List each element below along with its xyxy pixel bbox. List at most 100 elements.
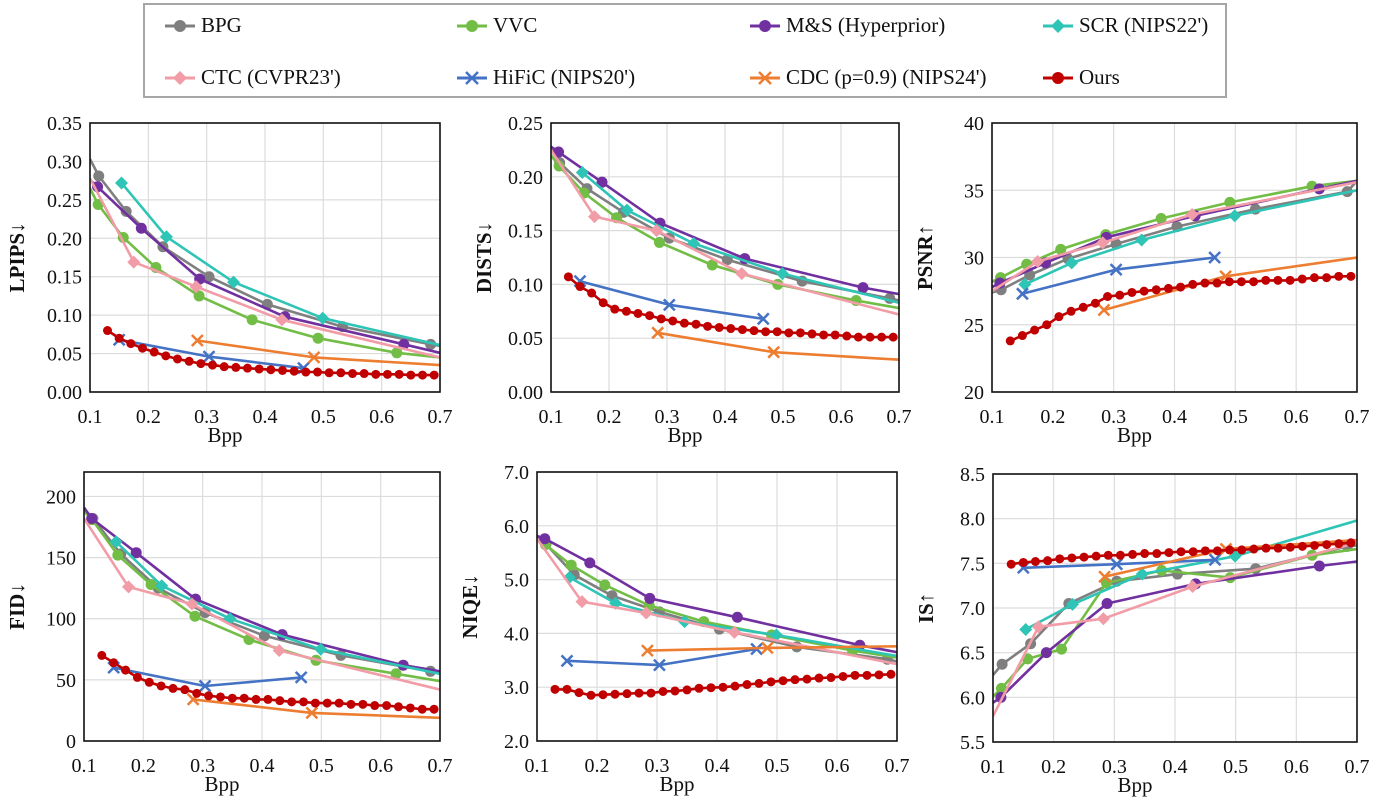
data-point-ours xyxy=(830,330,840,340)
data-point-ctc-cvpr23 xyxy=(650,224,664,238)
data-point-ours xyxy=(1115,550,1125,560)
subplot-psnr: 0.1 0.2 0.3 0.4 0.5 0.6 0.7 20 25 30 35 40 Bpp PSNR↑ xyxy=(913,113,1370,447)
data-point-vvc xyxy=(565,559,577,571)
data-point-ours xyxy=(370,701,380,711)
data-point-ours xyxy=(1273,275,1283,285)
y-tick-label: 0.10 xyxy=(508,274,543,296)
data-point-hific-nips20 xyxy=(1110,557,1124,571)
x-tick-label: 0.2 xyxy=(131,755,156,777)
data-point-ours xyxy=(405,703,415,713)
data-point-vvc xyxy=(653,236,665,248)
x-tick-label: 0.4 xyxy=(1163,756,1188,778)
data-point-vvc xyxy=(1224,196,1236,208)
data-point-ctc-cvpr23 xyxy=(1186,580,1200,594)
data-point-ours xyxy=(1334,271,1344,281)
data-point-ours xyxy=(196,359,206,369)
data-point-ours xyxy=(1224,277,1234,287)
data-point-bpg xyxy=(120,205,132,217)
data-point-ours xyxy=(772,327,782,337)
series-ours xyxy=(1005,271,1356,346)
data-point-ours xyxy=(287,697,297,707)
data-point-ours xyxy=(807,329,817,339)
data-point-scr-nips22 xyxy=(155,579,169,593)
data-point-bpg xyxy=(203,271,215,283)
data-point-ours xyxy=(383,369,392,379)
data-point-ours xyxy=(795,328,805,338)
data-point-ours xyxy=(766,677,776,687)
data-point-ours xyxy=(275,696,285,706)
y-tick-label: 0.20 xyxy=(508,167,543,189)
data-point-ours xyxy=(156,681,166,691)
data-point-ours xyxy=(263,694,273,704)
legend-swatch-x-icon xyxy=(457,70,487,85)
data-point-ours xyxy=(645,311,655,321)
series-ours xyxy=(103,326,439,380)
x-tick-label: 0.1 xyxy=(78,406,103,428)
y-tick-label: 8.5 xyxy=(960,464,985,486)
data-point-hific-nips20 xyxy=(198,679,212,693)
y-tick-label: 150 xyxy=(46,548,76,570)
subplot-is: 0.1 0.2 0.3 0.4 0.5 0.6 0.7 5.5 6.0 6.5 7.0 7.5 8.0 8… xyxy=(914,464,1370,797)
data-point-vvc xyxy=(1055,243,1067,255)
data-point-ours xyxy=(1188,279,1198,289)
data-point-ours xyxy=(1140,549,1150,559)
data-point-ctc-cvpr23 xyxy=(1032,620,1045,634)
y-tick-label: 20 xyxy=(964,382,984,404)
x-tick-label: 0.7 xyxy=(1345,406,1370,428)
legend-swatch-circle-icon xyxy=(750,19,780,32)
data-point-scr-nips22 xyxy=(1018,277,1032,291)
data-point-m-s-hyperprior xyxy=(1101,598,1113,610)
series-ours xyxy=(550,669,896,700)
subplot-dists: 0.1 0.2 0.3 0.4 0.5 0.6 0.7 0.00 0.05 0.10 0.15 0.2… xyxy=(472,113,912,447)
data-point-m-s-hyperprior xyxy=(1313,560,1325,572)
data-point-cdc-p-0-9-nips24 xyxy=(641,644,654,657)
data-point-ours xyxy=(358,699,368,709)
data-point-m-s-hyperprior xyxy=(994,277,1006,289)
y-tick-label: 35 xyxy=(964,180,984,202)
data-point-hific-nips20 xyxy=(1016,287,1029,301)
y-axis-label: IS↑ xyxy=(914,593,938,623)
data-point-ours xyxy=(251,694,261,704)
data-point-ours xyxy=(161,351,171,361)
y-tick-label: 2.0 xyxy=(504,731,529,753)
data-point-ours xyxy=(1334,539,1344,549)
x-tick-label: 0.7 xyxy=(428,755,453,777)
data-point-ours xyxy=(826,673,836,683)
subplot-fid: 0.1 0.2 0.3 0.4 0.5 0.6 0.7 0 50 100 150 200 Bpp FID↓ xyxy=(5,471,453,796)
x-tick-label: 0.4 xyxy=(253,406,278,428)
data-point-ours xyxy=(1127,287,1137,297)
y-tick-label: 40 xyxy=(964,113,984,135)
x-tick-label: 0.1 xyxy=(525,755,550,777)
legend-label: VVC xyxy=(493,13,538,37)
data-point-ours xyxy=(586,690,596,700)
series-line-scr-nips22 xyxy=(1025,519,1357,631)
x-tick-label: 0.2 xyxy=(1040,406,1065,428)
series-hific-nips20 xyxy=(107,661,308,693)
data-point-ctc-cvpr23 xyxy=(727,625,741,639)
legend-swatch-circle-icon xyxy=(165,19,195,32)
x-tick-label: 0.7 xyxy=(885,755,910,777)
data-point-ctc-cvpr23 xyxy=(275,313,289,327)
data-point-ours xyxy=(1249,544,1259,554)
x-tick-label: 0.6 xyxy=(829,406,854,428)
data-point-ours xyxy=(1176,282,1186,292)
data-point-ours xyxy=(658,687,668,697)
data-point-ours xyxy=(587,288,597,298)
data-point-ours xyxy=(703,321,713,331)
y-tick-label: 0.30 xyxy=(47,151,82,173)
y-tick-label: 30 xyxy=(964,248,984,270)
data-point-ours xyxy=(1200,278,1210,288)
data-point-ctc-cvpr23 xyxy=(272,644,286,658)
y-tick-label: 6.5 xyxy=(960,643,985,665)
data-point-ours xyxy=(670,686,680,696)
data-point-ctc-cvpr23 xyxy=(1031,255,1045,269)
data-point-ours xyxy=(313,367,322,377)
plot-frame xyxy=(991,122,1358,393)
data-point-ours xyxy=(1249,277,1259,287)
x-tick-label: 0.3 xyxy=(1102,756,1127,778)
legend: BPG VVC M&S (Hyperprior) SCR (NIPS22') CTC (… xyxy=(143,3,1227,98)
data-point-vvc xyxy=(145,578,157,590)
data-point-vvc xyxy=(391,347,403,359)
data-point-m-s-hyperprior xyxy=(86,512,98,524)
data-point-ours xyxy=(1297,274,1307,284)
